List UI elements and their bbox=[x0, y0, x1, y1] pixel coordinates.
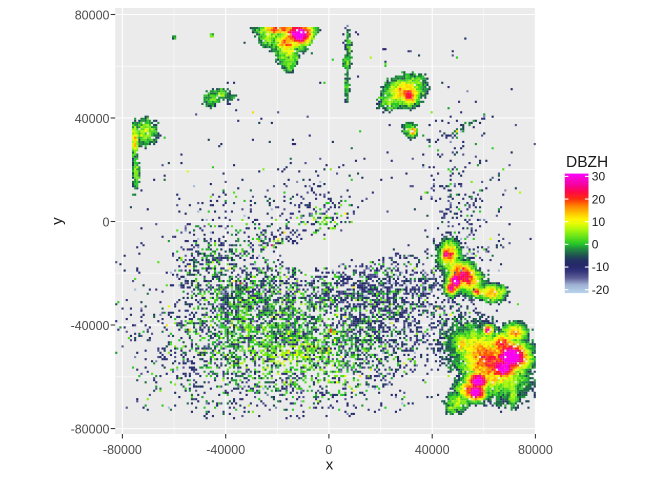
svg-text:80000: 80000 bbox=[75, 8, 110, 22]
svg-text:-10: -10 bbox=[592, 260, 610, 274]
svg-text:30: 30 bbox=[592, 170, 606, 184]
svg-text:80000: 80000 bbox=[518, 443, 553, 457]
svg-text:y: y bbox=[49, 217, 66, 225]
svg-text:0: 0 bbox=[592, 238, 599, 252]
svg-text:20: 20 bbox=[592, 192, 606, 206]
svg-text:40000: 40000 bbox=[75, 112, 110, 126]
svg-text:-20: -20 bbox=[592, 283, 610, 297]
svg-text:-40000: -40000 bbox=[206, 443, 245, 457]
svg-text:10: 10 bbox=[592, 215, 606, 229]
svg-text:-80000: -80000 bbox=[71, 422, 110, 436]
svg-text:40000: 40000 bbox=[415, 443, 450, 457]
svg-text:-80000: -80000 bbox=[103, 443, 142, 457]
svg-text:-40000: -40000 bbox=[71, 319, 110, 333]
svg-text:DBZH: DBZH bbox=[566, 154, 608, 171]
svg-text:x: x bbox=[326, 456, 334, 473]
svg-text:0: 0 bbox=[103, 215, 110, 229]
svg-text:0: 0 bbox=[325, 443, 332, 457]
